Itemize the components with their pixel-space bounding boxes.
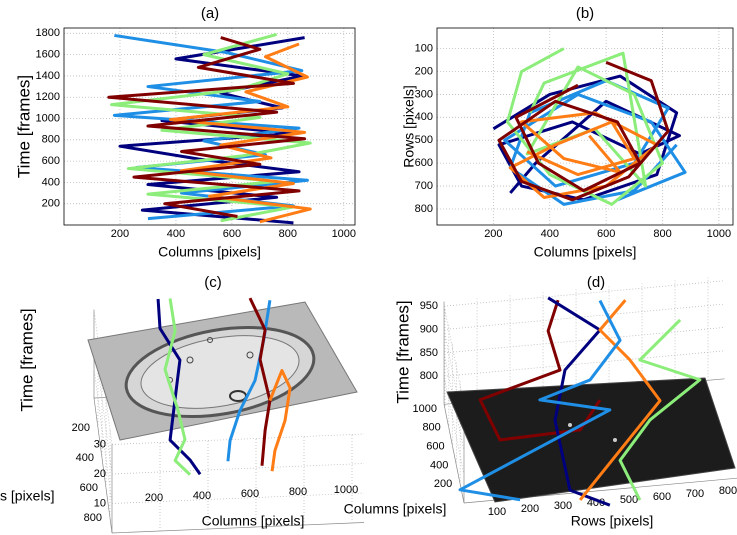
z-axis-label: Time [frames]: [393, 300, 412, 403]
y-tick-label: 400: [42, 176, 60, 188]
x-tick-label: 200: [111, 228, 129, 240]
z-tick-label: 850: [420, 347, 438, 359]
x-tick-label: 600: [653, 491, 671, 503]
x-tick-label: 500: [620, 494, 638, 506]
grid-line: [111, 433, 365, 445]
box-edge: [443, 404, 465, 504]
y-tick-label: 700: [415, 180, 433, 192]
z-tick-label: 800: [420, 370, 438, 382]
y-tick-label: 200: [72, 422, 90, 434]
y-tick-label: 600: [80, 482, 98, 494]
y-tick-label: 100: [415, 43, 433, 55]
trajectory: [618, 318, 702, 501]
grid-line: [443, 306, 465, 406]
y-tick-label: 200: [434, 478, 452, 490]
x-tick-label: 200: [145, 492, 163, 504]
x-axis-label: Columns [pixels]: [158, 244, 261, 260]
y-tick-label: 400: [76, 452, 94, 464]
panel-title: (a): [201, 5, 219, 22]
series-group: [492, 47, 687, 206]
box-edge: [93, 397, 113, 534]
x-tick-label: 400: [541, 228, 559, 240]
plot-frame: [63, 27, 356, 226]
grid-line: [444, 280, 725, 307]
trajectory: [478, 299, 602, 442]
x-tick-label: 600: [241, 488, 259, 500]
y-tick-label: 300: [415, 88, 433, 100]
y-tick-label: 1000: [413, 403, 437, 415]
x-tick-label: 400: [193, 490, 211, 502]
grid-line: [444, 303, 725, 330]
x-tick-label: 300: [554, 500, 572, 512]
trajectory: [497, 60, 670, 202]
data-layer: (a) 200 400 600 800 1000 200 400 600 800 1000 1200 1…: [0, 5, 737, 529]
trajectory: [547, 296, 611, 507]
x-tick-label: 1000: [332, 228, 356, 240]
y-tick-label: 500: [415, 134, 433, 146]
annotation: Columns [pixels]: [344, 501, 447, 517]
trajectory: [168, 42, 312, 224]
y-axis-label: Time [frames]: [14, 75, 33, 178]
panel-title: (b): [576, 5, 594, 22]
y-tick-label: 600: [415, 157, 433, 169]
y-tick-label: 800: [84, 512, 102, 524]
grid-line: [444, 327, 725, 354]
y-tick-label: 1000: [36, 112, 60, 124]
y-tick-label: 200: [42, 198, 60, 210]
plot-frame: [436, 27, 734, 226]
x-axis-label: Columns [pixels]: [202, 513, 305, 529]
grid-line: [444, 350, 725, 377]
x-axis-label: Columns [pixels]: [534, 244, 637, 260]
x-tick-label: 200: [521, 503, 539, 515]
x-tick-label: 800: [719, 485, 737, 497]
y-tick-label: 1800: [36, 27, 60, 39]
x-tick-label: 600: [223, 228, 241, 240]
z-tick-label: 20: [94, 468, 106, 480]
y-tick-label: 600: [42, 155, 60, 167]
panel-title: (c): [204, 274, 222, 291]
x-tick-label: 1000: [707, 228, 731, 240]
x-tick-label: 200: [484, 228, 502, 240]
z-tick-label: 10: [94, 497, 106, 509]
x-tick-label: 800: [653, 228, 671, 240]
trajectory: [508, 111, 659, 200]
y-tick-label: 200: [415, 65, 433, 77]
trajectory: [458, 299, 622, 502]
y-tick-label: 800: [415, 203, 433, 215]
x-tick-label: 400: [167, 228, 185, 240]
z-tick-label: 950: [420, 300, 438, 312]
y-axis-label: Rows [pixels]: [401, 85, 417, 167]
trajectory: [163, 298, 192, 476]
trajectory: [268, 369, 292, 472]
x-axis-label: Rows [pixels]: [571, 513, 653, 529]
x-tick-label: 400: [587, 497, 605, 509]
x-tick-label: 100: [488, 506, 506, 518]
z-axis-label: Time [frames]: [17, 308, 36, 411]
y-tick-label: 400: [430, 459, 448, 471]
trajectory: [107, 36, 307, 218]
z-tick-label: 30: [94, 438, 106, 450]
y-tick-label: 800: [42, 134, 60, 146]
x-tick-label: 700: [686, 488, 704, 500]
y-tick-label: 1400: [36, 70, 60, 82]
series-group: [107, 32, 312, 225]
x-tick-label: 600: [597, 228, 615, 240]
z-tick-label: 900: [420, 323, 438, 335]
y-tick-label: 1200: [36, 91, 60, 103]
trajectory: [248, 297, 272, 466]
trajectory: [110, 32, 312, 223]
grid-line: [111, 492, 365, 504]
x-tick-label: 800: [289, 486, 307, 498]
y-tick-label: 400: [415, 111, 433, 123]
panel-title: (d): [587, 274, 605, 291]
y-tick-label: 1600: [36, 49, 60, 61]
y-tick-label: 800: [422, 422, 440, 434]
grid-line: [111, 463, 365, 475]
x-tick-label: 1000: [334, 484, 358, 496]
box-edge: [111, 522, 365, 534]
y-tick-label: 600: [426, 441, 444, 453]
y-axis-label: s [pixels]: [0, 488, 54, 504]
x-tick-label: 800: [279, 228, 297, 240]
